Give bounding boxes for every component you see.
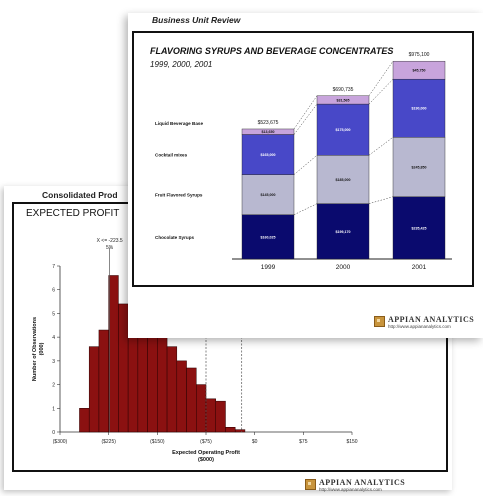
histogram-bar [205, 398, 216, 433]
x-tick-label: $75 [299, 439, 308, 445]
x-tick-label: $150 [346, 439, 357, 445]
brand-url: http://www.appiananalytics.com [319, 487, 382, 492]
histogram-heading: EXPECTED PROFIT [26, 208, 120, 219]
stack-segment [241, 174, 295, 215]
cutoff-percent: 5% [106, 245, 114, 251]
segment-value-label: $185,000 [336, 178, 351, 182]
stacked-bar-heading: FLAVORING SYRUPS AND BEVERAGE CONCENTRAT… [150, 46, 394, 56]
histogram-bar [225, 427, 236, 433]
connector-line [368, 137, 394, 156]
histogram-bar [176, 360, 187, 433]
histogram-bar [127, 336, 139, 433]
x-axis-title: Expected Operating Profit [172, 450, 240, 456]
front-brand: APPIAN ANALYTICS http://www.appiananalyt… [374, 315, 474, 329]
stack-segment [392, 60, 446, 80]
histogram-bar [88, 346, 100, 433]
histogram-bar [234, 429, 246, 433]
connector-line [293, 155, 318, 175]
back-brand: APPIAN ANALYTICS http://www.appiananalyt… [305, 478, 405, 492]
connector-line [293, 203, 318, 215]
stack-segment [316, 155, 370, 204]
histogram-bar [98, 329, 109, 433]
stack-segment [392, 78, 446, 138]
bar-total-label: $523,675 [258, 120, 279, 126]
appian-logo-icon [374, 316, 385, 327]
segment-value-label: $235,425 [412, 226, 427, 230]
y-axis-title: Number of Observations [32, 317, 38, 381]
brand-name: APPIAN ANALYTICS [388, 315, 475, 324]
category-label: 2000 [336, 264, 351, 271]
y-tick-label: 4 [52, 335, 55, 341]
stack-segment [392, 137, 446, 197]
x-tick-label: $0 [252, 439, 258, 445]
segment-value-label: $13,650 [262, 130, 275, 134]
stack-segment [392, 196, 446, 260]
histogram-bar [196, 384, 207, 433]
segment-value-label: $165,000 [261, 153, 276, 157]
histogram-bar [166, 346, 178, 433]
report-title: Business Unit Review [152, 15, 241, 25]
series-label: Chocolate Syrups [155, 235, 195, 240]
bar-total-label: $975,100 [409, 52, 430, 58]
segment-value-label: $175,000 [336, 128, 351, 132]
segment-value-label: $160,025 [261, 235, 276, 239]
y-tick-label: 2 [52, 383, 55, 389]
appian-logo-icon [305, 479, 316, 490]
stacked-bar-subheading: 1999, 2000, 2001 [150, 60, 213, 69]
histogram-bar [186, 367, 197, 433]
segment-value-label: $190,000 [412, 107, 427, 111]
stack-segment [316, 95, 370, 105]
connector-line [368, 61, 394, 96]
stack-segment [241, 128, 295, 135]
histogram-bar [157, 336, 168, 433]
stacked-bar-frame: FLAVORING SYRUPS AND BEVERAGE CONCENTRAT… [132, 31, 474, 287]
segment-value-label: $45,750 [413, 69, 426, 73]
series-label: Liquid Beverage Base [155, 121, 203, 126]
y-tick-label: 3 [52, 359, 55, 365]
y-tick-label: 7 [52, 264, 55, 270]
segment-value-label: $199,170 [336, 230, 351, 234]
x-tick-label: ($75) [200, 439, 212, 445]
cutoff-label: X <= -223.5 [97, 238, 123, 244]
category-label: 1999 [261, 264, 276, 271]
stack-segment [316, 103, 370, 156]
segment-value-label: $245,850 [412, 166, 427, 170]
histogram-bar [108, 275, 119, 433]
connector-line [293, 103, 318, 135]
series-label: Cocktail mixes [155, 153, 188, 158]
x-tick-label: ($300) [53, 439, 68, 445]
segment-value-label: $31,565 [337, 98, 350, 102]
connector-line [293, 95, 318, 130]
stack-segment [316, 203, 370, 260]
y-axis-unit: (000) [39, 342, 45, 355]
x-axis-unit: ($000) [198, 457, 214, 463]
connector-line [368, 78, 394, 105]
histogram-bar [79, 408, 90, 433]
segment-value-label: $145,000 [261, 193, 276, 197]
histogram-bar [118, 303, 129, 433]
x-tick-label: ($225) [101, 439, 116, 445]
bar-total-label: $690,735 [333, 87, 354, 93]
y-tick-label: 5 [52, 311, 55, 317]
y-tick-label: 1 [52, 406, 55, 412]
brand-url: http://www.appiananalytics.com [388, 324, 451, 329]
histogram-bar [137, 336, 148, 433]
category-label: 2001 [412, 264, 427, 271]
y-tick-label: 6 [52, 288, 55, 294]
x-tick-label: ($150) [150, 439, 165, 445]
stacked-bar-chart: $160,025 $145,000 $165,000 $13,650 $523,675 1… [155, 52, 452, 271]
report-title: Consolidated Prod [42, 190, 118, 200]
stacked-bar-report-page: Business Unit Review FLAVORING SYRUPS AN… [128, 13, 483, 338]
y-tick-label: 0 [52, 430, 55, 436]
histogram-bar [215, 400, 226, 433]
connector-line [368, 196, 394, 204]
series-label: Fruit Flavored Syrups [155, 193, 203, 198]
histogram-bar [147, 336, 158, 433]
brand-name: APPIAN ANALYTICS [319, 478, 406, 487]
